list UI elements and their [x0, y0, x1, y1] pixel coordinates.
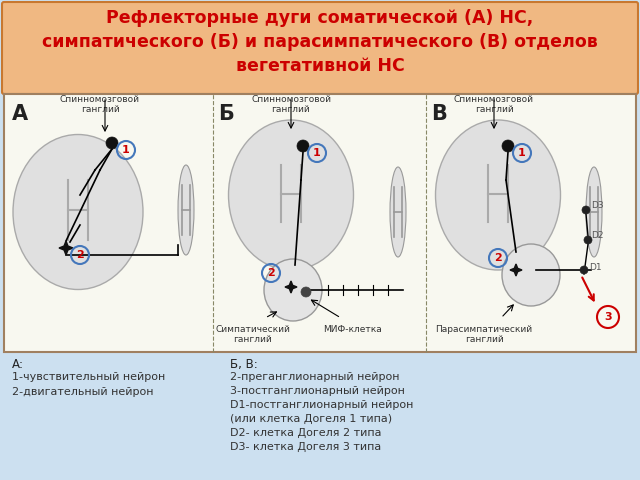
Text: вегетативной НС: вегетативной НС	[236, 57, 404, 75]
Circle shape	[584, 236, 592, 244]
Text: симпатического (Б) и парасимпатического (В) отделов: симпатического (Б) и парасимпатического …	[42, 33, 598, 51]
Ellipse shape	[390, 167, 406, 257]
Text: 1-чувствительный нейрон: 1-чувствительный нейрон	[12, 372, 165, 382]
Ellipse shape	[264, 259, 322, 321]
Circle shape	[582, 206, 590, 214]
Text: А:: А:	[12, 358, 24, 371]
Text: 2: 2	[76, 250, 84, 260]
Circle shape	[301, 287, 311, 297]
Text: 3: 3	[604, 312, 612, 322]
Polygon shape	[285, 281, 297, 293]
Ellipse shape	[228, 120, 353, 270]
Text: D2: D2	[591, 230, 604, 240]
Ellipse shape	[586, 167, 602, 257]
Text: D3- клетка Догеля 3 типа: D3- клетка Догеля 3 типа	[230, 442, 381, 452]
Polygon shape	[59, 241, 73, 255]
Text: Симпатический
ганглий: Симпатический ганглий	[216, 325, 291, 345]
Ellipse shape	[13, 134, 143, 289]
Text: МИФ-клетка: МИФ-клетка	[324, 325, 382, 334]
Circle shape	[580, 266, 588, 274]
Text: Рефлекторные дуги соматической (А) НС,: Рефлекторные дуги соматической (А) НС,	[106, 9, 534, 27]
Text: 2-двигательный нейрон: 2-двигательный нейрон	[12, 387, 154, 397]
Bar	[4, 94, 636, 352]
Text: 2-преганглионарный нейрон: 2-преганглионарный нейрон	[230, 372, 399, 382]
Circle shape	[502, 140, 514, 152]
Text: Спинномозговой
ганглий: Спинномозговой ганглий	[251, 95, 331, 114]
Text: D3: D3	[591, 201, 604, 209]
FancyBboxPatch shape	[2, 2, 638, 94]
Ellipse shape	[178, 165, 194, 255]
Text: Парасимпатический
ганглий: Парасимпатический ганглий	[435, 325, 532, 345]
Circle shape	[297, 140, 309, 152]
Text: D1-постганглионарный нейрон: D1-постганглионарный нейрон	[230, 400, 413, 410]
Ellipse shape	[502, 244, 560, 306]
Text: (или клетка Догеля 1 типа): (или клетка Догеля 1 типа)	[230, 414, 392, 424]
Ellipse shape	[435, 120, 561, 270]
Text: 3-постганглионарный нейрон: 3-постганглионарный нейрон	[230, 386, 405, 396]
Circle shape	[106, 137, 118, 149]
Text: Б, В:: Б, В:	[230, 358, 258, 371]
Text: А: А	[12, 104, 28, 124]
Text: D1: D1	[589, 264, 602, 273]
Text: 2: 2	[494, 253, 502, 263]
Text: 1: 1	[518, 148, 526, 158]
Text: Спинномозговой
ганглий: Спинномозговой ганглий	[454, 95, 534, 114]
Text: Спинномозговой
ганглий: Спинномозговой ганглий	[60, 95, 140, 114]
Text: 1: 1	[313, 148, 321, 158]
Text: 2: 2	[267, 268, 275, 278]
Text: D2- клетка Догеля 2 типа: D2- клетка Догеля 2 типа	[230, 428, 381, 438]
Text: Б: Б	[218, 104, 234, 124]
Text: 1: 1	[122, 145, 130, 155]
Text: В: В	[431, 104, 447, 124]
Polygon shape	[510, 264, 522, 276]
